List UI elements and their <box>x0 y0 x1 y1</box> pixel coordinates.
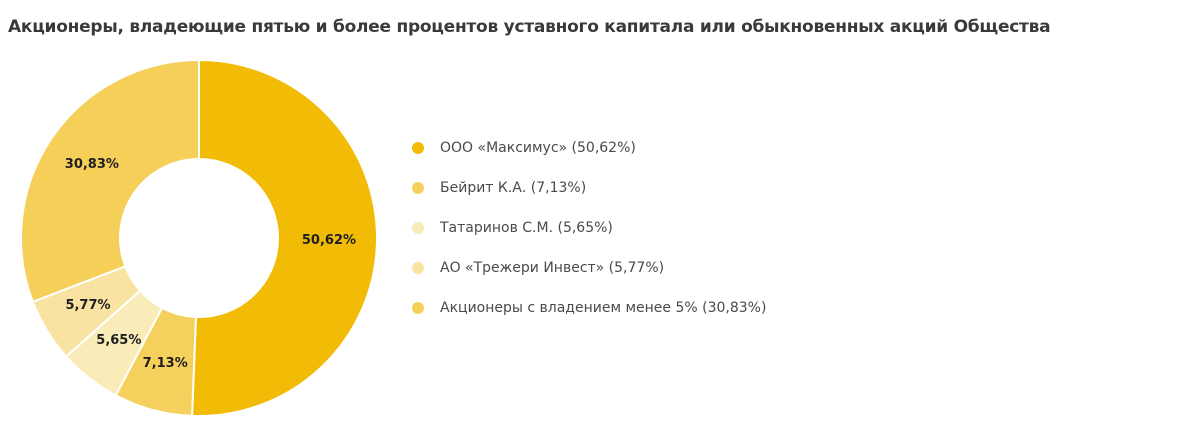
legend-item-0: ООО «Максимус» (50,62%) <box>412 135 766 161</box>
legend-swatch-icon <box>412 182 424 194</box>
slice-data-label-4: 30,83% <box>65 157 119 172</box>
chart-legend: ООО «Максимус» (50,62%) Бейрит К.А. (7,13… <box>412 135 766 335</box>
legend-item-3: АО «Трежери Инвест» (5,77%) <box>412 255 766 281</box>
legend-item-2: Татаринов С.М. (5,65%) <box>412 215 766 241</box>
legend-label: ООО «Максимус» (50,62%) <box>440 140 636 156</box>
legend-swatch-icon <box>412 222 424 234</box>
slice-data-label-3: 5,77% <box>65 298 110 313</box>
legend-label: Акционеры с владением менее 5% (30,83%) <box>440 300 767 316</box>
legend-item-1: Бейрит К.А. (7,13%) <box>412 175 766 201</box>
chart-title: Акционеры, владеющие пятью и более проце… <box>8 17 1051 37</box>
legend-label: АО «Трежери Инвест» (5,77%) <box>440 260 665 276</box>
legend-label: Бейрит К.А. (7,13%) <box>440 180 587 196</box>
legend-swatch-icon <box>412 142 424 154</box>
slice-data-label-0: 50,62% <box>302 233 356 248</box>
pie-slice-4 <box>20 58 200 304</box>
pie-slice-0 <box>191 58 378 417</box>
legend-item-4: Акционеры с владением менее 5% (30,83%) <box>412 295 766 321</box>
donut-chart: 50,62% 7,13%5,65% 5,77% 30,83% <box>20 58 378 417</box>
legend-swatch-icon <box>412 262 424 274</box>
legend-swatch-icon <box>412 302 424 314</box>
slice-data-label-2: 5,65% <box>96 333 141 348</box>
legend-label: Татаринов С.М. (5,65%) <box>440 220 613 236</box>
slice-data-label-1: 7,13% <box>143 356 188 371</box>
